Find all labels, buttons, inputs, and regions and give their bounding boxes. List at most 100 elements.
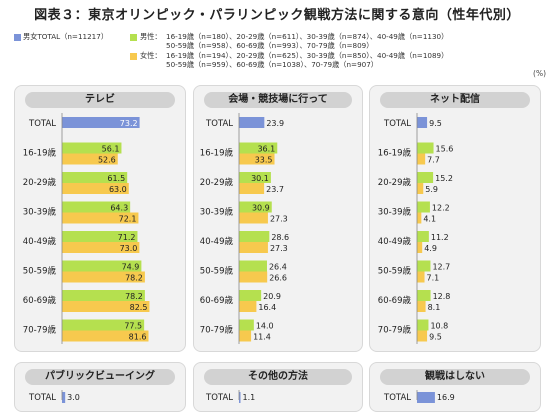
panel-net: ネット配信 — [369, 85, 541, 352]
data-label-total: 23.9 — [266, 119, 284, 128]
data-label-male: 74.9 — [122, 263, 140, 272]
bar-male — [62, 172, 128, 183]
category-label: 40-49歳 — [23, 236, 57, 247]
data-label-male: 11.2 — [431, 233, 449, 242]
data-label-total: 9.5 — [429, 119, 442, 128]
data-label-male: 12.7 — [432, 263, 450, 272]
data-label-female: 63.0 — [109, 185, 127, 194]
category-label: 70-79歳 — [378, 325, 412, 336]
legend-male-n-line2: 50-59歳（n=958）、60-69歳（n=993）、70-79歳（n=809… — [166, 41, 374, 50]
panel-venue: 会場・競技場に行って — [193, 85, 363, 352]
bar-female — [62, 153, 118, 165]
bar-female — [62, 242, 140, 253]
data-label-female: 4.9 — [424, 244, 437, 253]
data-label-female: 23.7 — [266, 185, 284, 194]
bar-total — [62, 392, 66, 403]
category-label: TOTAL — [383, 393, 411, 403]
unit-label: (%) — [533, 69, 546, 78]
bar-male — [417, 290, 431, 301]
data-label-total: 3.0 — [67, 393, 80, 402]
legend-total-swatch — [14, 34, 21, 41]
bar-female — [62, 301, 150, 312]
data-label-female: 27.3 — [270, 215, 288, 224]
data-label-male: 71.2 — [118, 233, 136, 242]
category-label: TOTAL — [383, 119, 411, 129]
legend-male-label: 男性： — [140, 32, 162, 41]
category-label: 16-19歳 — [378, 148, 412, 159]
data-label-female: 26.6 — [269, 274, 287, 283]
bar-male — [62, 201, 131, 213]
category-label: 20-29歳 — [23, 177, 57, 188]
category-label: TOTAL — [205, 393, 233, 403]
bar-male — [239, 231, 270, 242]
panel-tv: テレビ — [14, 85, 186, 352]
data-label-total: 16.9 — [437, 393, 455, 402]
data-label-female: 5.9 — [425, 185, 438, 194]
category-label: 40-49歳 — [200, 236, 234, 247]
bar-male — [239, 260, 267, 272]
bar-female — [62, 271, 145, 283]
panel-venue-title: 会場・競技場に行って — [204, 92, 352, 108]
data-label-female: 52.6 — [98, 156, 116, 165]
data-label-male: 12.8 — [433, 292, 451, 301]
category-label: 60-69歳 — [378, 295, 412, 306]
bar-male — [417, 231, 429, 242]
data-label-male: 77.5 — [124, 322, 142, 331]
category-label: 70-79歳 — [200, 325, 234, 336]
bar-male — [62, 290, 145, 301]
bar-total — [417, 392, 435, 403]
figure-root: 図表３：東京オリンピック・パラリンピック観戦方法に関する意向（性年代別） 男女T… — [14, 8, 546, 412]
legend-female-swatch — [130, 53, 137, 60]
data-label-female: 11.4 — [253, 333, 271, 342]
data-label-female: 78.2 — [125, 274, 143, 283]
bar-female — [239, 242, 268, 253]
bar-female — [417, 212, 422, 224]
bar-female — [239, 301, 257, 312]
data-label-female: 73.0 — [120, 244, 138, 253]
data-label-male: 10.8 — [430, 322, 448, 331]
legend-female-n-line1: 16-19歳（n=194）、20-29歳（n=625）、30-39歳（n=850… — [166, 51, 449, 60]
category-label: TOTAL — [205, 119, 233, 129]
legend-female-label: 女性： — [140, 51, 162, 60]
bar-male — [62, 260, 142, 272]
legend-male-n-line1: 16-19歳（n=180）、20-29歳（n=611）、30-39歳（n=874… — [166, 32, 449, 41]
category-label: 60-69歳 — [23, 295, 57, 306]
bar-total — [239, 117, 265, 128]
bar-male — [239, 290, 262, 301]
bar-female — [239, 330, 252, 342]
category-label: TOTAL — [28, 393, 56, 403]
bar-female — [239, 183, 265, 194]
bar-male — [417, 260, 431, 272]
category-label: TOTAL — [28, 119, 56, 129]
category-label: 30-39歳 — [200, 207, 234, 218]
bar-total — [62, 117, 140, 128]
data-label-female: 82.5 — [130, 303, 148, 312]
category-label: 20-29歳 — [378, 177, 412, 188]
category-label: 20-29歳 — [200, 177, 234, 188]
legend-total-text: 男女TOTAL — [23, 32, 61, 41]
legend-female-n-line2: 50-59歳（n=959）、60-69歳（n=1038）、70-79歳（n=90… — [166, 60, 378, 69]
bar-female — [417, 301, 426, 312]
bar-female — [417, 242, 423, 253]
panel-other-title: その他の方法 — [204, 369, 352, 385]
legend-total-n: （n=11217） — [60, 32, 109, 41]
bar-male — [417, 142, 434, 154]
bar-female — [239, 212, 268, 224]
category-label: 50-59歳 — [200, 266, 234, 277]
bar-male — [417, 172, 434, 183]
panel-net-title: ネット配信 — [380, 92, 530, 108]
data-label-male: 14.0 — [256, 322, 274, 331]
category-label: 60-69歳 — [200, 295, 234, 306]
bar-male — [417, 201, 430, 213]
bar-female — [239, 153, 275, 165]
bar-total — [417, 117, 428, 128]
bar-male — [239, 142, 278, 154]
panel-public-viewing-title: パブリックビューイング — [25, 369, 175, 385]
data-label-male: 15.6 — [436, 145, 454, 154]
data-label-male: 78.2 — [125, 292, 143, 301]
panel-tv-title: テレビ — [25, 92, 175, 108]
data-label-female: 9.5 — [429, 333, 442, 342]
category-label: 30-39歳 — [378, 207, 412, 218]
data-label-male: 15.2 — [435, 174, 453, 183]
chart-svg: TOTAL 73.2 16-19歳 56.1 52.6 20-29歳 61.5 63.0 30-… — [23, 113, 455, 403]
